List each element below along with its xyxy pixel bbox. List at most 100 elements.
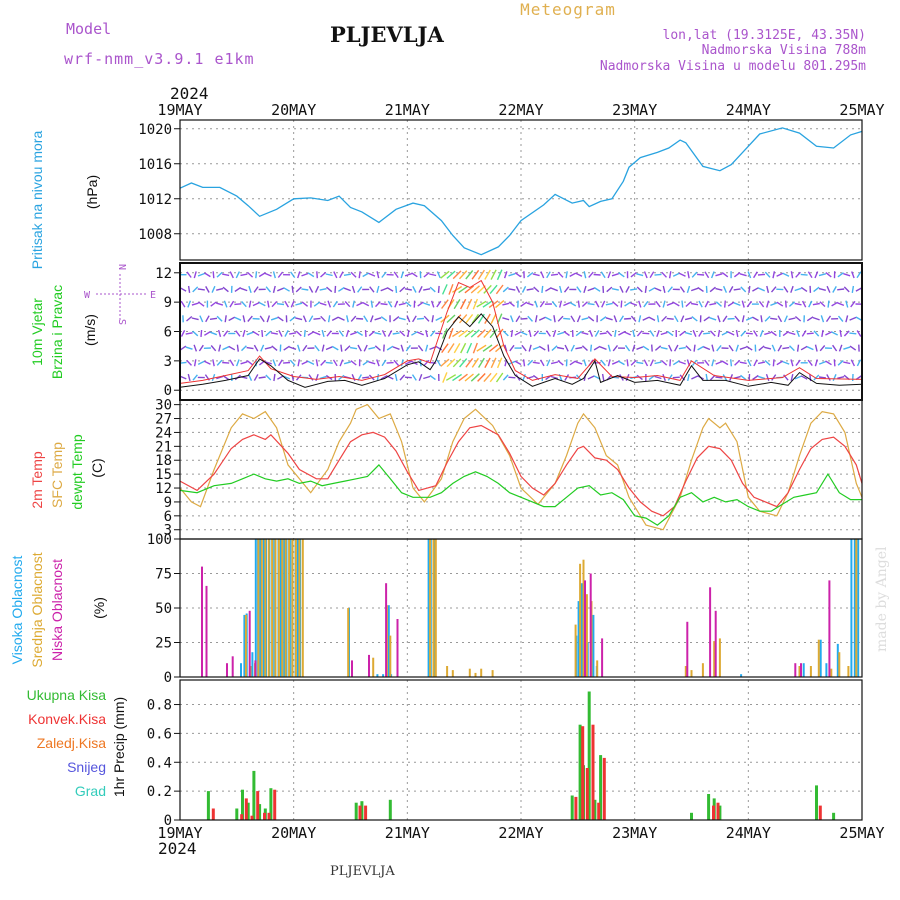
wind-barb	[661, 271, 668, 278]
wind-barb	[477, 373, 486, 382]
wind-barb	[343, 287, 351, 292]
wind-barb	[766, 285, 770, 293]
y-tick-label: 6	[164, 325, 172, 341]
wind-barb	[276, 303, 285, 306]
wind-barb	[477, 269, 485, 280]
wind-barb	[297, 271, 301, 279]
wind-barb	[776, 301, 784, 307]
wind-barb	[759, 329, 764, 337]
wind-barb	[831, 331, 839, 336]
wind-barb	[265, 286, 272, 293]
wind-barb	[825, 272, 832, 278]
wind-barb	[521, 285, 527, 293]
wind-barb	[423, 375, 431, 380]
wind-barb	[320, 359, 327, 366]
wind-barb	[601, 300, 606, 308]
wind-barb	[368, 346, 376, 350]
cloud-bar	[686, 621, 689, 677]
wind-barb	[849, 345, 857, 351]
wind-barb	[733, 302, 741, 307]
wind-barb	[849, 332, 857, 335]
wind-barb	[212, 271, 215, 279]
wind-barb	[626, 359, 629, 367]
wind-barb	[837, 302, 845, 307]
wind-barb	[247, 374, 253, 381]
wind-barb	[314, 285, 320, 293]
precip-bar	[815, 785, 818, 820]
wind-barb	[429, 273, 437, 277]
wind-barb	[790, 373, 794, 382]
wind-barb	[308, 315, 314, 323]
y-tick-label: 75	[155, 567, 172, 583]
cloud-bar	[491, 670, 494, 677]
wind-barb	[813, 286, 820, 293]
wind-barb	[715, 273, 723, 277]
y-tick-label: 12	[155, 266, 172, 282]
year-top: 2024	[170, 84, 209, 103]
wind-barb	[818, 287, 826, 291]
wind-barb	[291, 373, 295, 382]
wind-barb	[253, 344, 259, 352]
wind-barb	[199, 315, 204, 323]
wind-barb	[258, 301, 266, 307]
cloud-bar	[574, 624, 577, 677]
y-tick-label: 0	[164, 670, 172, 686]
wind-barb	[301, 360, 309, 365]
x-tick-bottom: 24MAY	[726, 824, 771, 842]
wind-barb	[350, 271, 357, 278]
wind-barb	[782, 330, 790, 337]
wind-barb	[520, 301, 528, 307]
wind-barb	[800, 286, 808, 292]
cloud-bar	[281, 539, 284, 677]
wind-barb	[654, 345, 662, 351]
cloud-bar	[274, 539, 277, 677]
wind-barb	[271, 301, 278, 308]
wind-barb	[200, 329, 203, 337]
wind-barb	[698, 330, 704, 337]
wind-barb	[789, 345, 795, 352]
wind-barb	[495, 328, 504, 339]
wind-barb	[825, 315, 832, 323]
y-tick-label: 18	[155, 453, 172, 469]
wind-barb	[636, 273, 644, 277]
wind-barb	[368, 361, 376, 365]
wind-barb	[753, 359, 758, 367]
wind-barb	[801, 300, 807, 308]
wind-barb	[575, 346, 583, 350]
wind-barb	[242, 329, 246, 337]
wind-barb	[351, 285, 356, 294]
wind-barb	[252, 331, 260, 336]
wind-barb	[593, 286, 601, 292]
wind-barb	[837, 272, 844, 278]
wind-barb	[709, 286, 716, 293]
wind-barb	[607, 271, 612, 279]
wind-barb	[192, 330, 199, 337]
wind-barb	[284, 300, 290, 308]
wind-barb	[656, 315, 660, 323]
wind-barb	[228, 316, 236, 322]
wind-barb	[393, 359, 400, 366]
wind-barb	[545, 286, 552, 292]
wind-barb	[564, 374, 570, 381]
wind-barb	[733, 272, 741, 278]
y-tick-label: 50	[155, 601, 172, 617]
wind-barb	[660, 331, 668, 336]
wind-barb	[429, 330, 436, 337]
wind-barb	[806, 332, 814, 335]
wind-barb	[241, 301, 247, 308]
wind-barb	[783, 286, 789, 293]
wind-barb	[197, 272, 205, 277]
wind-barb	[404, 288, 412, 291]
wind-barb	[570, 344, 575, 352]
wind-barb	[320, 315, 327, 322]
wind-barb	[218, 344, 222, 352]
wind-barb	[532, 346, 540, 351]
wind-barb	[794, 302, 802, 306]
wind-barb	[796, 344, 800, 352]
wind-barb	[472, 298, 479, 310]
wind-barb	[447, 343, 455, 354]
wind-barb	[770, 302, 778, 307]
wind-barb	[607, 344, 611, 352]
cloud-bar	[254, 660, 257, 677]
